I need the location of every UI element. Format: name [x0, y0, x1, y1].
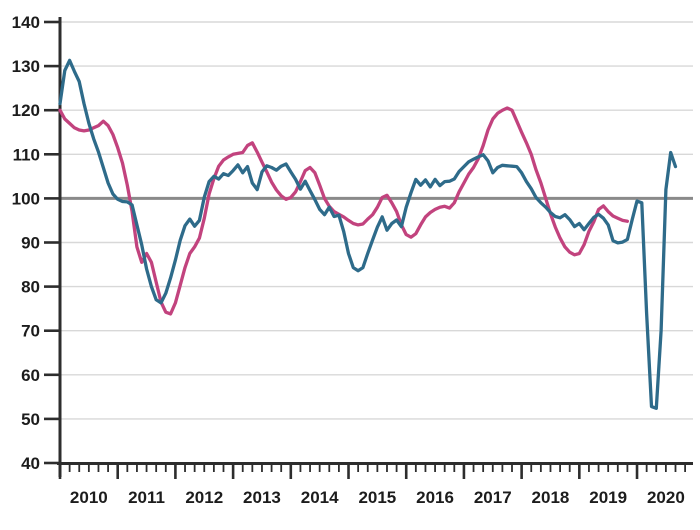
y-tick-label: 50 — [21, 410, 40, 429]
x-tick-label: 2019 — [589, 488, 627, 507]
x-tick-label: 2015 — [358, 488, 396, 507]
y-tick-label: 140 — [12, 13, 40, 32]
x-axis: 2010 2011 2012 2013 2014 2015 2016 2017 2018 2019… — [57, 462, 693, 507]
x-tick-label: 2013 — [243, 488, 281, 507]
y-tick-label: 120 — [12, 101, 40, 120]
y-tick-label: 130 — [12, 57, 40, 76]
x-tick-label: 2018 — [532, 488, 570, 507]
y-tick-label: 100 — [12, 189, 40, 208]
y-tick-label: 110 — [13, 145, 40, 164]
x-tick-label: 2011 — [128, 488, 165, 507]
pink-series-line — [58, 106, 630, 316]
x-tick-label: 2016 — [416, 488, 454, 507]
gridlines — [60, 21, 693, 464]
x-tick-label: 2012 — [185, 488, 223, 507]
y-tick-label: 60 — [21, 366, 40, 385]
x-tick-label: 2014 — [301, 488, 339, 507]
x-tick-label: 2017 — [474, 488, 512, 507]
y-axis: 40 50 60 70 80 90 100 110 120 130 140 — [12, 13, 62, 477]
y-tick-label: 70 — [21, 322, 40, 341]
y-tick-label: 80 — [21, 278, 40, 297]
y-tick-label: 40 — [21, 454, 40, 473]
x-tick-label: 2010 — [70, 488, 108, 507]
teal-series-line — [58, 58, 678, 410]
y-tick-label: 90 — [21, 234, 40, 253]
x-tick-label: 2020 — [647, 488, 685, 507]
